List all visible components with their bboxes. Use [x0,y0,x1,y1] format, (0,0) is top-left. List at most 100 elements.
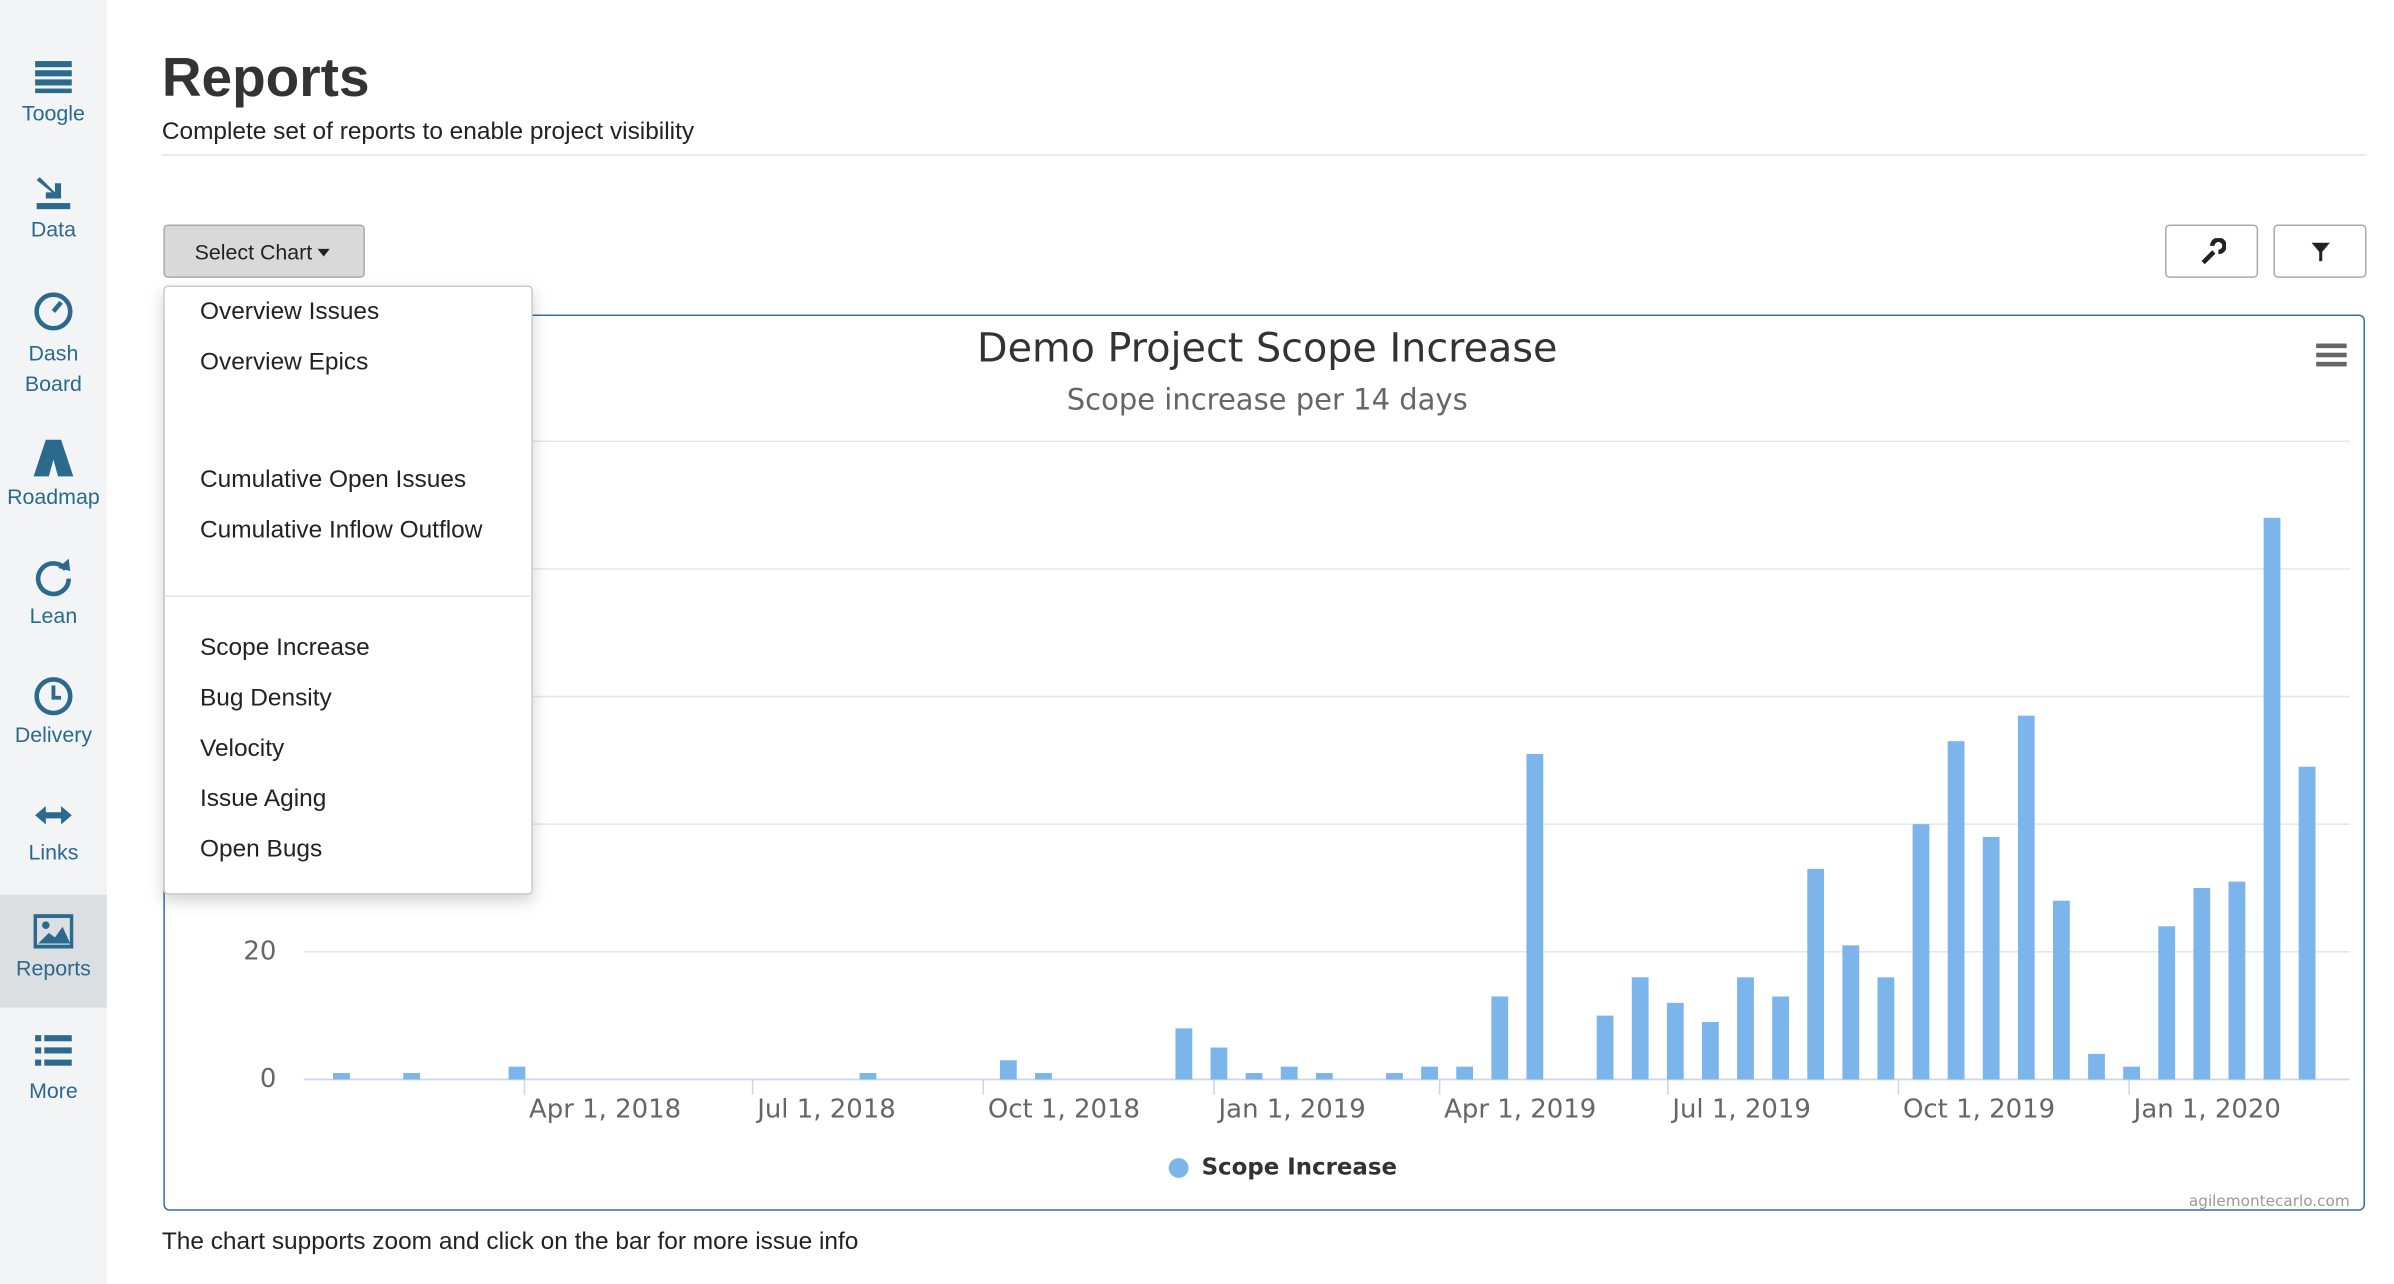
bar [1456,1066,1474,1080]
bar [1877,977,1895,1080]
dropdown-item[interactable]: Bug Density [200,685,332,712]
x-tick-label: Oct 1, 2018 [988,1094,1140,1124]
nav-reports[interactable]: Reports [0,894,107,1008]
x-tick-label: Oct 1, 2019 [1903,1094,2055,1124]
nav-data[interactable]: Data [0,174,107,241]
nav-lean[interactable]: Lean [0,557,107,628]
legend-label[interactable]: Scope Increase [1202,1154,1397,1180]
icon [35,806,72,825]
select-chart-button[interactable]: Select Chart [163,224,365,278]
bar [1737,977,1754,1080]
nav-roadmap[interactable]: Roadmap [0,438,107,508]
bar [1245,1073,1263,1080]
dropdown-item[interactable]: Scope Increase [200,635,370,662]
bar [1175,1028,1193,1080]
legend-marker [1168,1158,1189,1178]
credits[interactable]: agilemontecarlo.com [2189,1192,2350,1210]
icon [35,558,71,597]
bar [1842,945,1860,1080]
nav-label: Data [30,216,77,242]
bar [2088,1053,2105,1080]
bar [508,1066,526,1080]
nav-label: Links [28,839,79,865]
bar [999,1060,1017,1080]
bar [1596,1015,1614,1080]
bar [1280,1066,1298,1080]
bar [1421,1066,1438,1080]
y-tick-label: 20 [243,936,276,966]
bar [1807,868,1825,1080]
bar [1982,836,2000,1080]
x-tick-label: Jan 1, 2020 [2132,1094,2281,1124]
chart-subtitle: Scope increase per 14 days [1067,383,1468,417]
bar [1526,753,1544,1080]
bar [1912,824,1930,1080]
dropdown-item[interactable]: Velocity [200,735,285,762]
chart-title: Demo Project Scope Increase [977,326,1557,372]
nav-links[interactable]: Links [0,797,107,864]
caret [316,248,330,256]
page-subtitle: Complete set of reports to enable projec… [161,119,695,146]
bar [2053,900,2070,1080]
button-label: Select Chart [194,238,313,264]
x-tick-label: Apr 1, 2019 [1444,1094,1596,1124]
nav-delivery[interactable]: Delivery [0,676,107,747]
dropdown-item[interactable]: Issue Aging [200,786,327,813]
bar [2123,1066,2140,1080]
settings-button[interactable] [2164,224,2259,278]
icon [34,292,73,331]
divider [161,154,2367,156]
chart-dropdown: Overview Issues Overview Epics Cumulative … [163,285,533,895]
dropdown-item[interactable]: Cumulative Open Issues [200,467,467,494]
nav-dashboard[interactable]: Dash Board [9,292,98,399]
bar [1947,741,1965,1080]
icon [33,914,74,949]
icon [36,177,71,210]
dropdown-item[interactable]: Overview Epics [200,349,369,376]
bar [2193,887,2211,1080]
bar [1491,996,1509,1080]
icon [34,677,73,716]
bar [2158,926,2176,1080]
bar [403,1073,421,1080]
x-tick-label: Apr 1, 2018 [529,1094,681,1124]
nav-label: Dash Board [24,340,82,396]
x-tick-label: Jul 1, 2018 [755,1094,896,1124]
nav-label: Lean [29,603,78,628]
bar [2228,881,2246,1080]
nav-more[interactable]: More [0,1032,107,1102]
bar [1666,1002,1684,1080]
bar [859,1073,877,1080]
bar [1210,1047,1228,1080]
bar [1631,977,1649,1080]
bar [2298,766,2316,1080]
x-tick-label: Jul 1, 2019 [1670,1094,1811,1124]
bar [1701,1022,1719,1080]
nav-label: Reports [16,955,91,981]
dropdown-item[interactable]: Open Bugs [200,836,323,863]
footer-note: The chart supports zoom and click on the… [161,1229,859,1256]
bar [1315,1073,1333,1080]
bar [1386,1073,1403,1080]
bar [1035,1073,1052,1080]
filter-button[interactable] [2273,224,2367,278]
nav-label: More [29,1077,78,1103]
bar [1772,996,1789,1080]
dropdown-divider [164,595,532,597]
chart-menu[interactable] [2316,343,2347,367]
nav-label: Roadmap [7,483,100,509]
nav-toogle[interactable]: Toogle [0,58,107,125]
bar [2263,517,2281,1080]
dropdown-item[interactable]: Overview Issues [200,299,380,326]
y-tick-label: 0 [260,1064,277,1094]
icon [33,439,74,477]
sidebar: Toogle Data Dash Board Roadmap Lean Deli… [0,0,107,1284]
nav-label: Delivery [14,722,93,747]
wrench-icon [2200,237,2226,264]
page-title: Reports [161,45,370,109]
bar [333,1073,350,1080]
dropdown-item[interactable]: Cumulative Inflow Outflow [200,517,483,544]
icon [35,61,72,94]
